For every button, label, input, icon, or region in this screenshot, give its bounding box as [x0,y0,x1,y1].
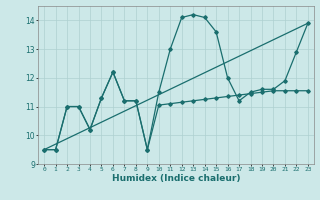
X-axis label: Humidex (Indice chaleur): Humidex (Indice chaleur) [112,174,240,183]
